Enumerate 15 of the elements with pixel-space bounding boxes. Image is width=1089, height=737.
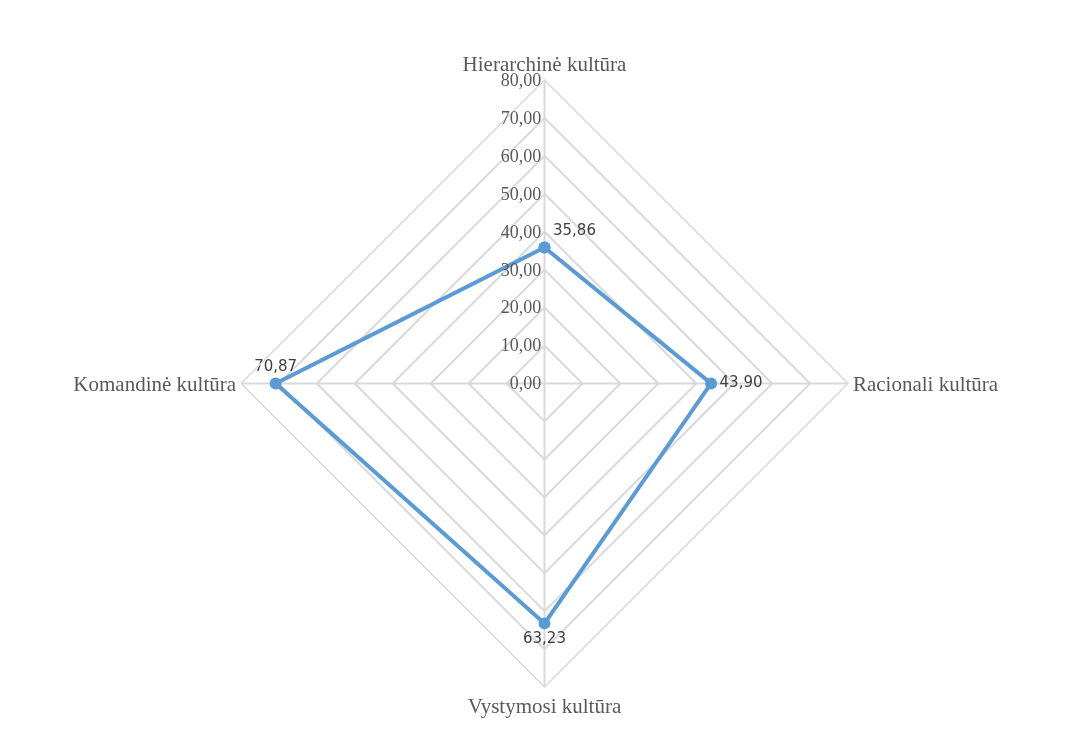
data-label: 70,87 [254,357,298,376]
data-label: 43,90 [719,373,763,392]
y-tick-label: 50,00 [500,183,542,204]
y-tick-label: 0,00 [509,373,542,394]
spoke-label: Racionali kultūra [852,371,999,396]
data-label: 63,23 [523,629,566,648]
spoke-label: Komandinė kultūra [73,371,237,396]
y-tick-label: 70,00 [500,107,542,128]
y-tick-label: 20,00 [500,297,542,318]
y-tick-label: 60,00 [500,145,542,166]
y-tick-label: 40,00 [500,221,542,242]
spoke-label: Vystymosi kultūra [467,693,622,718]
y-tick-label: 30,00 [500,259,542,280]
data-label: 35,86 [553,221,596,240]
y-tick-label: 10,00 [500,335,542,356]
